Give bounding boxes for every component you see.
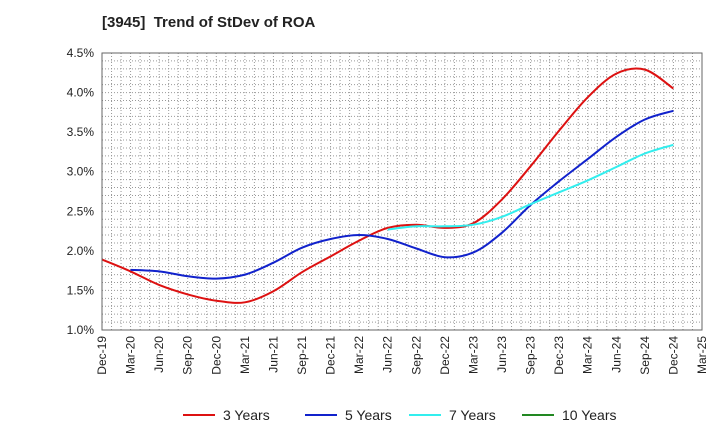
legend-label: 3 Years [223, 407, 270, 423]
x-tick-label: Mar-23 [466, 336, 480, 374]
x-tick-label: Sep-21 [295, 336, 309, 375]
legend-label: 7 Years [449, 407, 496, 423]
chart-title: [3945] Trend of StDev of ROA [102, 14, 316, 31]
x-tick-label: Sep-23 [524, 336, 538, 375]
x-tick-label: Dec-21 [324, 336, 338, 375]
x-tick-label: Jun-22 [381, 336, 395, 373]
legend-swatch [183, 414, 215, 416]
x-tick-label: Mar-21 [238, 336, 252, 374]
y-tick-label: 4.5% [67, 46, 95, 60]
x-tick-label: Dec-23 [552, 336, 566, 375]
series-line-7-years [387, 143, 674, 231]
y-tick-label: 1.0% [67, 323, 95, 337]
plot-frame [101, 52, 703, 331]
legend: 3 Years 5 Years 7 Years 10 Years [0, 404, 720, 426]
legend-swatch [522, 414, 554, 416]
legend-swatch [409, 414, 441, 416]
y-tick-label: 2.5% [67, 204, 95, 218]
grid [102, 53, 702, 330]
x-tick-label: Mar-22 [352, 336, 366, 374]
x-tick-label: Jun-21 [266, 336, 280, 373]
series-lines [101, 67, 674, 304]
legend-item-7-years: 7 Years [409, 404, 496, 426]
legend-item-3-years: 3 Years [183, 404, 270, 426]
series-line-5-years [130, 109, 674, 280]
legend-label: 5 Years [345, 407, 392, 423]
x-tick-label: Sep-24 [638, 336, 652, 375]
x-tick-label: Mar-20 [124, 336, 138, 374]
x-axis-ticks: Dec-19 Mar-20 Jun-20 Sep-20 Dec-20 Mar-21 Jun-… [95, 336, 709, 375]
legend-swatch [305, 414, 337, 416]
legend-item-10-years: 10 Years [522, 404, 617, 426]
x-tick-label: Jun-24 [609, 336, 623, 373]
x-tick-label: Jun-20 [152, 336, 166, 373]
y-tick-label: 4.0% [67, 86, 95, 100]
x-tick-label: Dec-22 [438, 336, 452, 375]
x-tick-label: Mar-25 [695, 336, 709, 374]
y-tick-label: 2.0% [67, 244, 95, 258]
x-tick-label: Mar-24 [581, 336, 595, 374]
x-tick-label: Dec-19 [95, 336, 109, 375]
legend-item-5-years: 5 Years [305, 404, 392, 426]
y-tick-label: 3.0% [67, 165, 95, 179]
x-tick-label: Dec-20 [209, 336, 223, 375]
x-tick-label: Sep-20 [181, 336, 195, 375]
x-tick-label: Sep-22 [409, 336, 423, 375]
x-tick-label: Jun-23 [495, 336, 509, 373]
y-tick-label: 3.5% [67, 125, 95, 139]
series-line-3-years [101, 67, 674, 304]
y-tick-label: 1.5% [67, 283, 95, 297]
y-axis-ticks: 1.0% 1.5% 2.0% 2.5% 3.0% 3.5% 4.0% 4.5% [67, 46, 95, 337]
x-tick-label: Dec-24 [666, 336, 680, 375]
legend-label: 10 Years [562, 407, 617, 423]
